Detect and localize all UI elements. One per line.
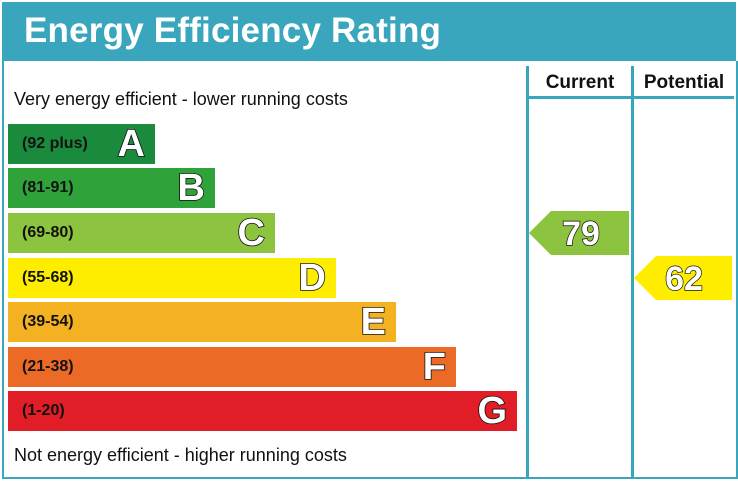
column-header-divider xyxy=(526,96,734,99)
bottom-caption: Not energy efficient - higher running co… xyxy=(14,445,347,465)
band-letter: D xyxy=(298,256,327,300)
band-range-label: (21-38) xyxy=(22,358,74,375)
potential-column-divider xyxy=(631,66,634,479)
band-range-label: (39-54) xyxy=(22,313,74,330)
potential-rating-value: 62 xyxy=(665,260,703,298)
current-rating-arrow: 79 xyxy=(529,211,629,255)
band-range-label: (1-20) xyxy=(22,402,65,419)
current-rating-arrow-shape xyxy=(529,211,629,255)
band-b: (81-91) B xyxy=(8,166,215,210)
band-d: (55-68) D xyxy=(8,256,336,300)
band-letter: G xyxy=(477,389,508,433)
title-bar: Energy Efficiency Rating xyxy=(2,2,736,61)
band-range-label: (69-80) xyxy=(22,224,74,241)
band-range-label: (81-91) xyxy=(22,179,74,196)
band-letter: B xyxy=(177,166,206,210)
band-letter: C xyxy=(237,211,266,255)
potential-rating-arrow-shape xyxy=(634,256,732,300)
current-column-divider xyxy=(526,66,529,479)
current-column-header: Current xyxy=(545,72,615,93)
band-f: (21-38) F xyxy=(8,345,456,389)
top-caption: Very energy efficient - lower running co… xyxy=(14,89,348,109)
potential-column-header: Potential xyxy=(643,72,725,93)
band-e: (39-54) E xyxy=(8,300,396,344)
band-letter: F xyxy=(422,345,447,389)
band-range-label: (92 plus) xyxy=(22,135,88,152)
band-g: (1-20) G xyxy=(8,389,517,433)
band-letter: E xyxy=(360,300,387,344)
potential-rating-arrow: 62 xyxy=(634,256,732,300)
current-rating-value: 79 xyxy=(562,215,600,253)
chart-frame xyxy=(2,61,738,479)
band-letter: A xyxy=(117,122,146,166)
band-a: (92 plus) A xyxy=(8,122,155,166)
band-c: (69-80) C xyxy=(8,211,275,255)
band-range-label: (55-68) xyxy=(22,269,74,286)
chart-title: Energy Efficiency Rating xyxy=(24,11,442,50)
